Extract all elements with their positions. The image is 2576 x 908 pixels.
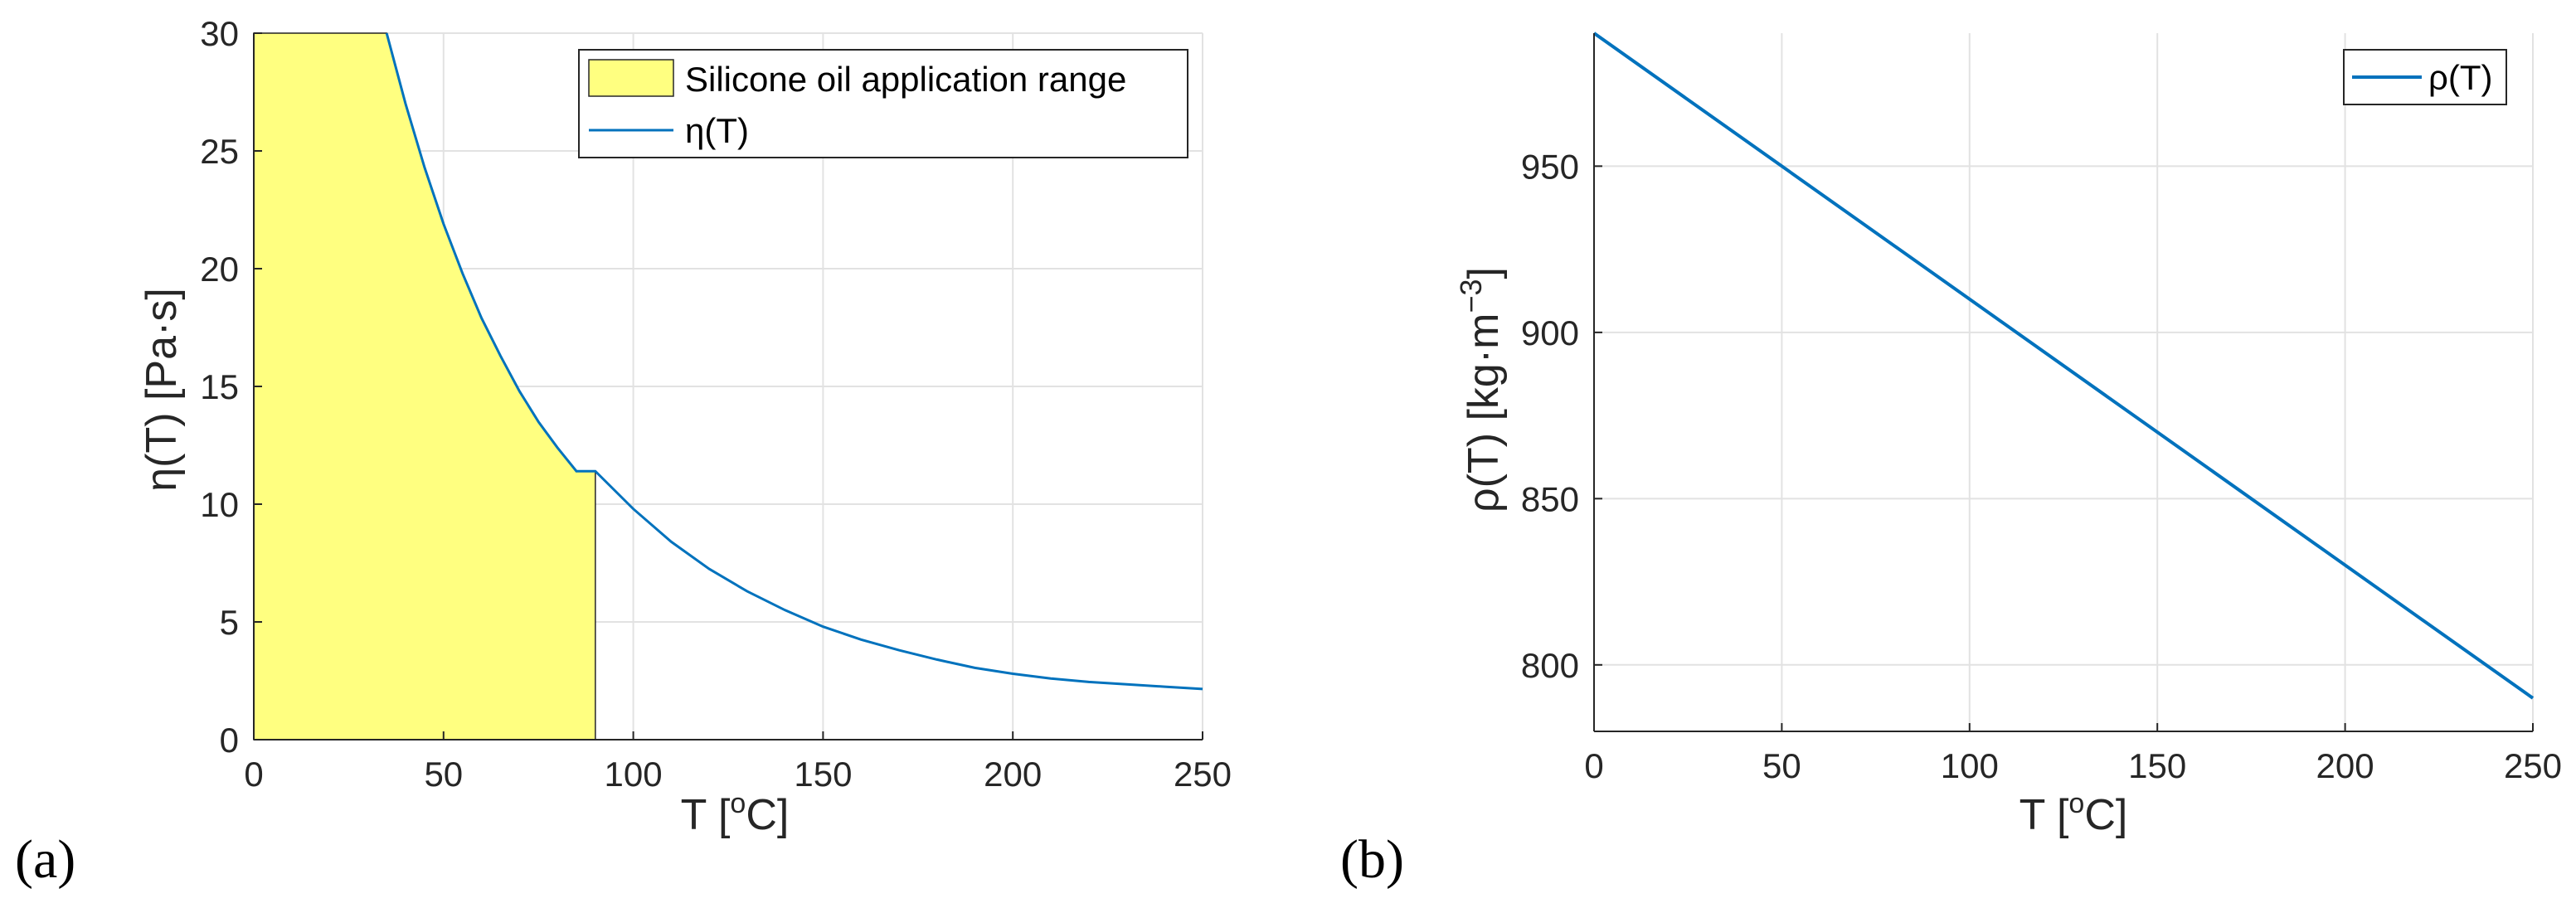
- panel-a-x-tick-label-3: 150: [794, 755, 852, 794]
- panel-b-x-tick-label-5: 250: [2504, 746, 2562, 785]
- panel-a-y-tick-label-0: 0: [220, 721, 239, 760]
- panel-b-y-axis-label: ρ(T) [kg·m−3]: [1454, 267, 1508, 512]
- panel-a-legend-label-line: η(T): [685, 111, 749, 150]
- panel-b-x-tick-label-3: 150: [2128, 746, 2186, 785]
- panel-a-x-tick-label-1: 50: [424, 755, 463, 794]
- panel-a-series: [385, 32, 1203, 691]
- panel-b-legend: ρ(T): [2343, 49, 2507, 105]
- panel-b-x-tick-label-2: 100: [1941, 746, 1999, 785]
- panel-a-legend-box: [578, 49, 1188, 158]
- panel-a-label: (a): [15, 829, 75, 890]
- panel-b-y-tick-label-1: 850: [1521, 479, 1579, 518]
- panel-a-series-line-0: [385, 32, 1203, 691]
- panel-a-legend-swatch-shaded: [588, 59, 674, 97]
- panel-a-eta-plot: 0 50 100 150 200 250 0 5 10 15 20 25 30 T [oC] η(T)…: [15, 14, 1232, 890]
- panel-a-legend-label-shaded: Silicone oil application range: [685, 60, 1126, 99]
- panel-a-x-tick-label-0: 0: [244, 755, 263, 794]
- panel-b-series: [1592, 32, 2535, 700]
- panel-a-x-tick-labels: 0 50 100 150 200 250: [244, 755, 1232, 794]
- panel-b-x-tick-label-0: 0: [1584, 746, 1603, 785]
- panel-b-y-tick-label-2: 900: [1521, 313, 1579, 352]
- panel-b-y-tick-labels: 800 850 900 950: [1521, 147, 1579, 684]
- panel-a-y-tick-labels: 0 5 10 15 20 25 30: [200, 14, 239, 760]
- panel-a-y-axis-label: η(T) [Pa·s]: [138, 288, 186, 492]
- panel-a-y-tick-label-5: 25: [200, 132, 239, 171]
- panel-a-x-tick-label-5: 250: [1174, 755, 1232, 794]
- panel-a-y-tick-label-1: 5: [220, 603, 239, 642]
- panel-b-x-tick-label-1: 50: [1762, 746, 1801, 785]
- panel-b-label: (b): [1340, 829, 1404, 890]
- panel-b-y-tick-label-3: 950: [1521, 147, 1579, 186]
- panel-a-x-tick-label-4: 200: [984, 755, 1042, 794]
- panel-b-x-tick-labels: 0 50 100 150 200 250: [1584, 746, 2562, 785]
- panel-a-y-tick-label-3: 15: [200, 367, 239, 406]
- panel-a-y-tick-label-2: 10: [200, 485, 239, 524]
- panel-b-series-line-0: [1592, 32, 2535, 700]
- panel-a-axes: [253, 32, 1203, 740]
- panel-b-x-tick-label-4: 200: [2316, 746, 2374, 785]
- panel-a-x-tick-label-2: 100: [605, 755, 663, 794]
- panel-a-y-tick-label-6: 30: [200, 14, 239, 53]
- panel-a-legend: Silicone oil application range η(T): [578, 49, 1188, 158]
- panel-b-x-axis-label: T [oC]: [2019, 788, 2128, 839]
- panel-a-x-axis-label: T [oC]: [681, 788, 790, 839]
- panel-b-grid: [1593, 33, 2534, 731]
- panel-b-axes: [1593, 33, 2534, 732]
- panel-b-rho-plot: 0 50 100 150 200 250 800 850 900 950 T [oC] ρ(T)…: [1340, 32, 2562, 890]
- panel-a-y-tick-label-4: 20: [200, 250, 239, 289]
- panel-b-legend-label-line: ρ(T): [2428, 58, 2493, 97]
- panel-b-y-tick-label-0: 800: [1521, 646, 1579, 685]
